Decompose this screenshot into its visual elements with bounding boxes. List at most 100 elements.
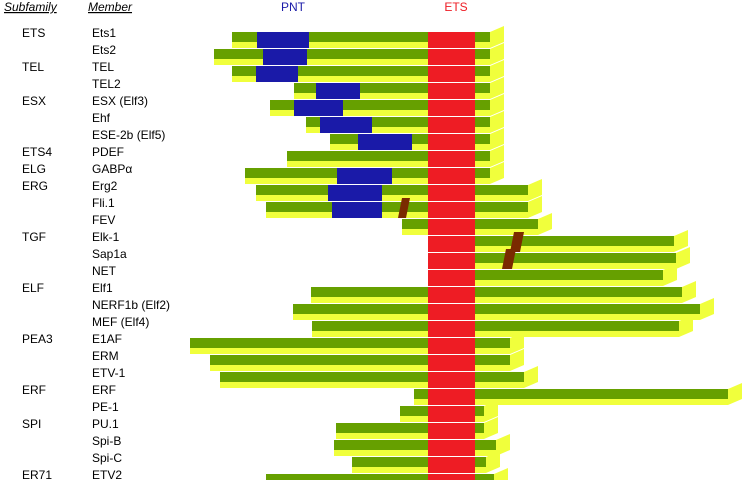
ets-domain-top bbox=[428, 270, 475, 280]
ets-domain-side bbox=[428, 348, 475, 354]
ets-domain-side bbox=[428, 416, 475, 422]
protein-end-cap bbox=[490, 111, 504, 133]
ets-domain-top bbox=[428, 304, 475, 314]
ets-domain-top bbox=[428, 151, 475, 161]
ets-domain-side bbox=[428, 178, 475, 184]
pnt-domain-side bbox=[332, 212, 382, 218]
member-label: Sap1a bbox=[92, 247, 127, 261]
protein-bar bbox=[352, 451, 500, 473]
protein-end-cap bbox=[538, 213, 552, 235]
ets-domain-side bbox=[428, 144, 475, 150]
protein-front-face bbox=[220, 382, 524, 388]
ets-domain-top bbox=[428, 66, 475, 76]
protein-bar bbox=[414, 383, 742, 405]
ets-domain-top bbox=[428, 219, 475, 229]
motif-mark bbox=[398, 198, 410, 218]
ets-domain-top bbox=[428, 287, 475, 297]
protein-front-face bbox=[312, 331, 679, 337]
subfamily-label: SPI bbox=[22, 417, 41, 431]
protein-bar bbox=[400, 400, 498, 422]
ets-domain-top bbox=[428, 355, 475, 365]
pnt-domain-side bbox=[256, 76, 298, 82]
protein-top-face bbox=[428, 253, 676, 263]
protein-bar bbox=[266, 196, 542, 218]
ets-domain-side bbox=[428, 467, 475, 473]
protein-end-cap bbox=[496, 434, 510, 456]
ets-domain-top bbox=[428, 32, 475, 42]
subfamily-label: ERF bbox=[22, 383, 46, 397]
protein-bar bbox=[311, 281, 696, 303]
pnt-domain-top bbox=[294, 100, 343, 110]
subfamily-label: TEL bbox=[22, 60, 44, 74]
protein-bar bbox=[245, 162, 504, 184]
member-label: Erg2 bbox=[92, 179, 118, 193]
protein-bar bbox=[294, 77, 504, 99]
protein-bar bbox=[266, 468, 508, 480]
member-label: ERM bbox=[92, 349, 119, 363]
protein-top-face bbox=[293, 304, 700, 314]
protein-bar bbox=[402, 213, 552, 235]
protein-front-face bbox=[311, 297, 682, 303]
ets-domain-side bbox=[428, 59, 475, 65]
protein-top-face bbox=[266, 202, 528, 212]
member-label: Ets1 bbox=[92, 26, 116, 40]
subfamily-label: ELG bbox=[22, 162, 46, 176]
ets-domain-top bbox=[428, 321, 475, 331]
protein-bar bbox=[256, 179, 542, 201]
ets-domain-side bbox=[428, 450, 475, 456]
protein-bar bbox=[210, 349, 524, 371]
protein-top-face bbox=[428, 270, 663, 280]
pnt-domain-side bbox=[320, 127, 372, 133]
member-label: Spi-B bbox=[92, 434, 121, 448]
protein-end-cap bbox=[490, 94, 504, 116]
member-label: PDEF bbox=[92, 145, 124, 159]
protein-end-cap bbox=[676, 247, 690, 269]
protein-bar bbox=[220, 366, 538, 388]
subfamily-label: PEA3 bbox=[22, 332, 53, 346]
motif-mark bbox=[510, 232, 524, 252]
protein-top-face bbox=[414, 389, 728, 399]
protein-bar bbox=[312, 315, 693, 337]
protein-bar bbox=[190, 332, 524, 354]
protein-bar bbox=[334, 434, 510, 456]
subfamily-label: ETS4 bbox=[22, 145, 52, 159]
member-label: Elf1 bbox=[92, 281, 113, 295]
member-label: GABPα bbox=[92, 162, 132, 176]
protein-bar bbox=[336, 417, 498, 439]
protein-end-cap bbox=[484, 417, 498, 439]
protein-bar bbox=[232, 60, 504, 82]
ets-domain-side bbox=[428, 195, 475, 201]
ets-domain-top bbox=[428, 253, 475, 263]
protein-end-cap bbox=[490, 128, 504, 150]
ets-domain-side bbox=[428, 42, 475, 48]
protein-bar bbox=[232, 26, 504, 48]
member-label: ESE-2b (Elf5) bbox=[92, 128, 165, 142]
protein-end-cap bbox=[490, 26, 504, 48]
pnt-domain-side bbox=[316, 93, 360, 99]
ets-domain-top bbox=[428, 117, 475, 127]
protein-front-face bbox=[428, 263, 676, 269]
ets-domain-side bbox=[428, 331, 475, 337]
ets-domain-side bbox=[428, 365, 475, 371]
ets-domain-top bbox=[428, 406, 475, 416]
protein-end-cap bbox=[510, 332, 524, 354]
protein-end-cap bbox=[663, 264, 677, 286]
pnt-domain-top bbox=[263, 49, 307, 59]
subfamily-label: ER71 bbox=[22, 468, 52, 480]
protein-end-cap bbox=[524, 366, 538, 388]
pnt-domain-top bbox=[320, 117, 372, 127]
member-label: NET bbox=[92, 264, 117, 278]
member-header: Member bbox=[88, 0, 133, 14]
protein-end-cap bbox=[486, 451, 500, 473]
member-label: Spi-C bbox=[92, 451, 122, 465]
pnt-domain-top bbox=[337, 168, 392, 178]
protein-end-cap bbox=[528, 179, 542, 201]
member-label: TEL2 bbox=[92, 77, 121, 91]
protein-front-face bbox=[293, 314, 700, 320]
protein-front-face bbox=[428, 280, 663, 286]
protein-end-cap bbox=[484, 400, 498, 422]
protein-bars bbox=[190, 26, 742, 480]
member-label: Ets2 bbox=[92, 43, 116, 57]
member-label: FEV bbox=[92, 213, 115, 227]
protein-bar bbox=[214, 43, 504, 65]
